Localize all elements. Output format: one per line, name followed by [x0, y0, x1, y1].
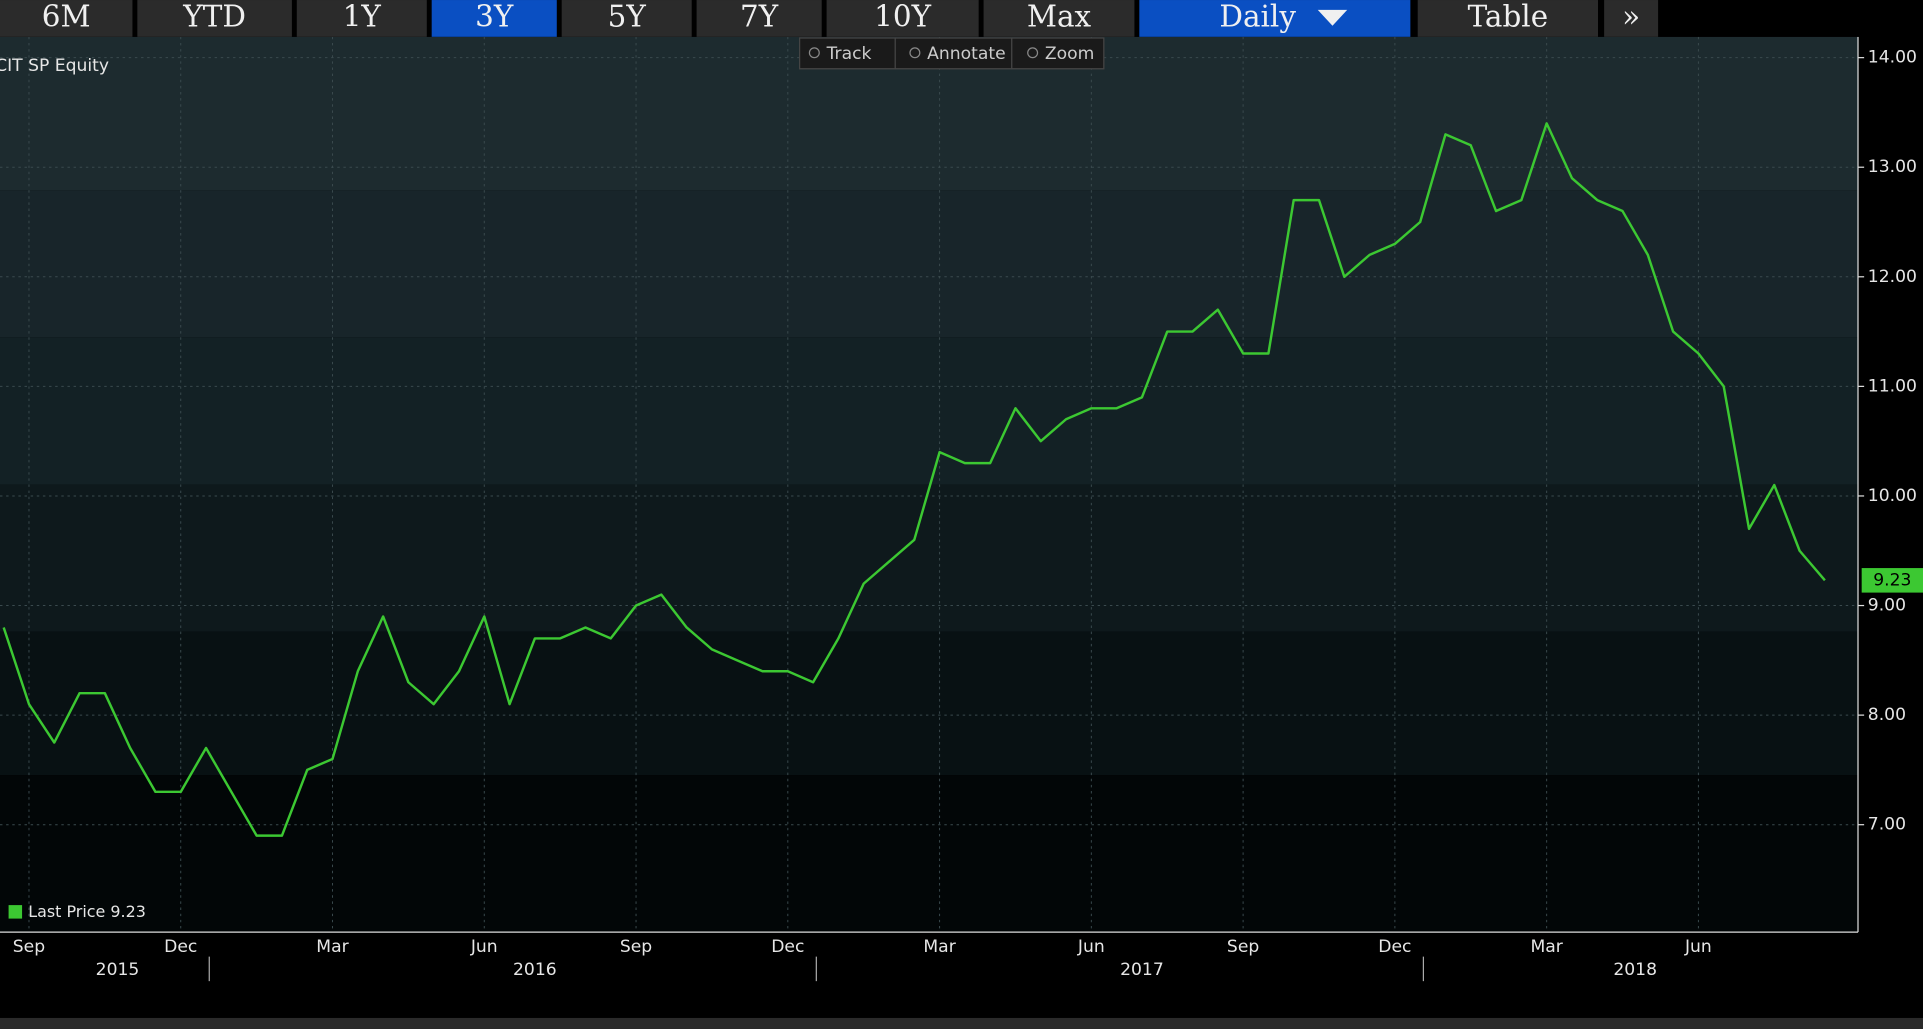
- toolbar-button[interactable]: [0, 0, 133, 37]
- x-tick-label: Mar: [1530, 937, 1563, 957]
- band: [0, 190, 1859, 338]
- toolbar-button[interactable]: [296, 0, 427, 37]
- y-tick-label: 8.00: [1868, 705, 1906, 725]
- y-tick-label: 14.00: [1868, 48, 1917, 68]
- tool-button[interactable]: [799, 37, 896, 70]
- x-tick-label: Jun: [1077, 937, 1105, 957]
- bands: [0, 36, 1859, 933]
- toolbar-button[interactable]: [137, 0, 292, 37]
- x-tick-label: Sep: [1227, 937, 1259, 957]
- x-tick-label: Mar: [923, 937, 956, 957]
- year-label: 2018: [1613, 960, 1657, 980]
- y-tick-label: 11.00: [1868, 376, 1917, 396]
- x-tick-label: Sep: [13, 937, 45, 957]
- price-line: [2, 122, 1826, 837]
- band: [0, 337, 1859, 485]
- toolbar-button[interactable]: [696, 0, 822, 37]
- plot: [2, 122, 1826, 837]
- toolbar-label[interactable]: 7Y: [740, 0, 779, 33]
- legend-swatch: [8, 905, 23, 919]
- y-tick-label: 12.00: [1868, 267, 1917, 287]
- toolbar-button[interactable]: [431, 0, 557, 37]
- band: [0, 775, 1859, 933]
- toolbar-label[interactable]: 3Y: [475, 0, 514, 33]
- band: [0, 631, 1859, 776]
- toolbar-button[interactable]: [1417, 0, 1599, 37]
- tool-button[interactable]: [1011, 37, 1105, 70]
- year-label: 2017: [1120, 960, 1164, 980]
- toolbar-label[interactable]: »: [1622, 0, 1640, 33]
- toolbar-label[interactable]: Max: [1027, 0, 1092, 33]
- year-label: 2016: [513, 960, 557, 980]
- tool-label[interactable]: Annotate: [927, 44, 1006, 64]
- y-tick-label: 10.00: [1868, 486, 1917, 506]
- y-tick-label: 13.00: [1868, 157, 1917, 177]
- ui: 7.00 8.00 9.00 10.00 11.00 12.00 13.00 14.00 Sep…: [0, 0, 1923, 982]
- toolbar-button[interactable]: [1604, 0, 1659, 37]
- toolbar-label[interactable]: YTD: [182, 0, 246, 33]
- tool-glyph: [909, 47, 921, 59]
- toolbar-button[interactable]: [561, 0, 692, 37]
- status-strip: [0, 1017, 1923, 1029]
- y-tick-label: 7.00: [1868, 815, 1906, 835]
- legend-value: 9.23: [110, 902, 145, 921]
- x-tick-label: Dec: [164, 937, 197, 957]
- last-price-tag-label: 9.23: [1873, 570, 1911, 590]
- tool-label[interactable]: Track: [826, 44, 872, 64]
- x-tick-label: Mar: [316, 937, 349, 957]
- tool-glyph: [1027, 47, 1039, 59]
- tool-label[interactable]: Zoom: [1045, 44, 1094, 64]
- toolbar-label[interactable]: Daily: [1219, 0, 1296, 33]
- y-tick-label: 9.00: [1868, 596, 1906, 616]
- toolbar-label[interactable]: 10Y: [874, 0, 931, 33]
- band: [0, 484, 1859, 632]
- toolbar-button[interactable]: [826, 0, 979, 37]
- legend-name: Last Price: [28, 902, 105, 921]
- x-tick-label: Dec: [771, 937, 804, 957]
- year-label: 2015: [96, 960, 140, 980]
- x-tick-label: Sep: [620, 937, 652, 957]
- toolbar-label[interactable]: 5Y: [608, 0, 647, 33]
- toolbar-label[interactable]: 1Y: [343, 0, 382, 33]
- toolbar-label[interactable]: Table: [1468, 0, 1549, 33]
- x-tick-label: Jun: [470, 937, 498, 957]
- security-title: CIT SP Equity: [0, 56, 109, 76]
- x-tick-label: Dec: [1378, 937, 1411, 957]
- toolbar-label[interactable]: 6M: [42, 0, 91, 33]
- dropdown-arrow: [1317, 9, 1348, 26]
- grid: [0, 36, 1865, 933]
- toolbar-button[interactable]: [1139, 0, 1411, 37]
- tool-glyph: [808, 47, 820, 59]
- x-tick-label: Jun: [1684, 937, 1712, 957]
- last-price-tag: [1861, 568, 1923, 593]
- toolbar-button[interactable]: [983, 0, 1135, 37]
